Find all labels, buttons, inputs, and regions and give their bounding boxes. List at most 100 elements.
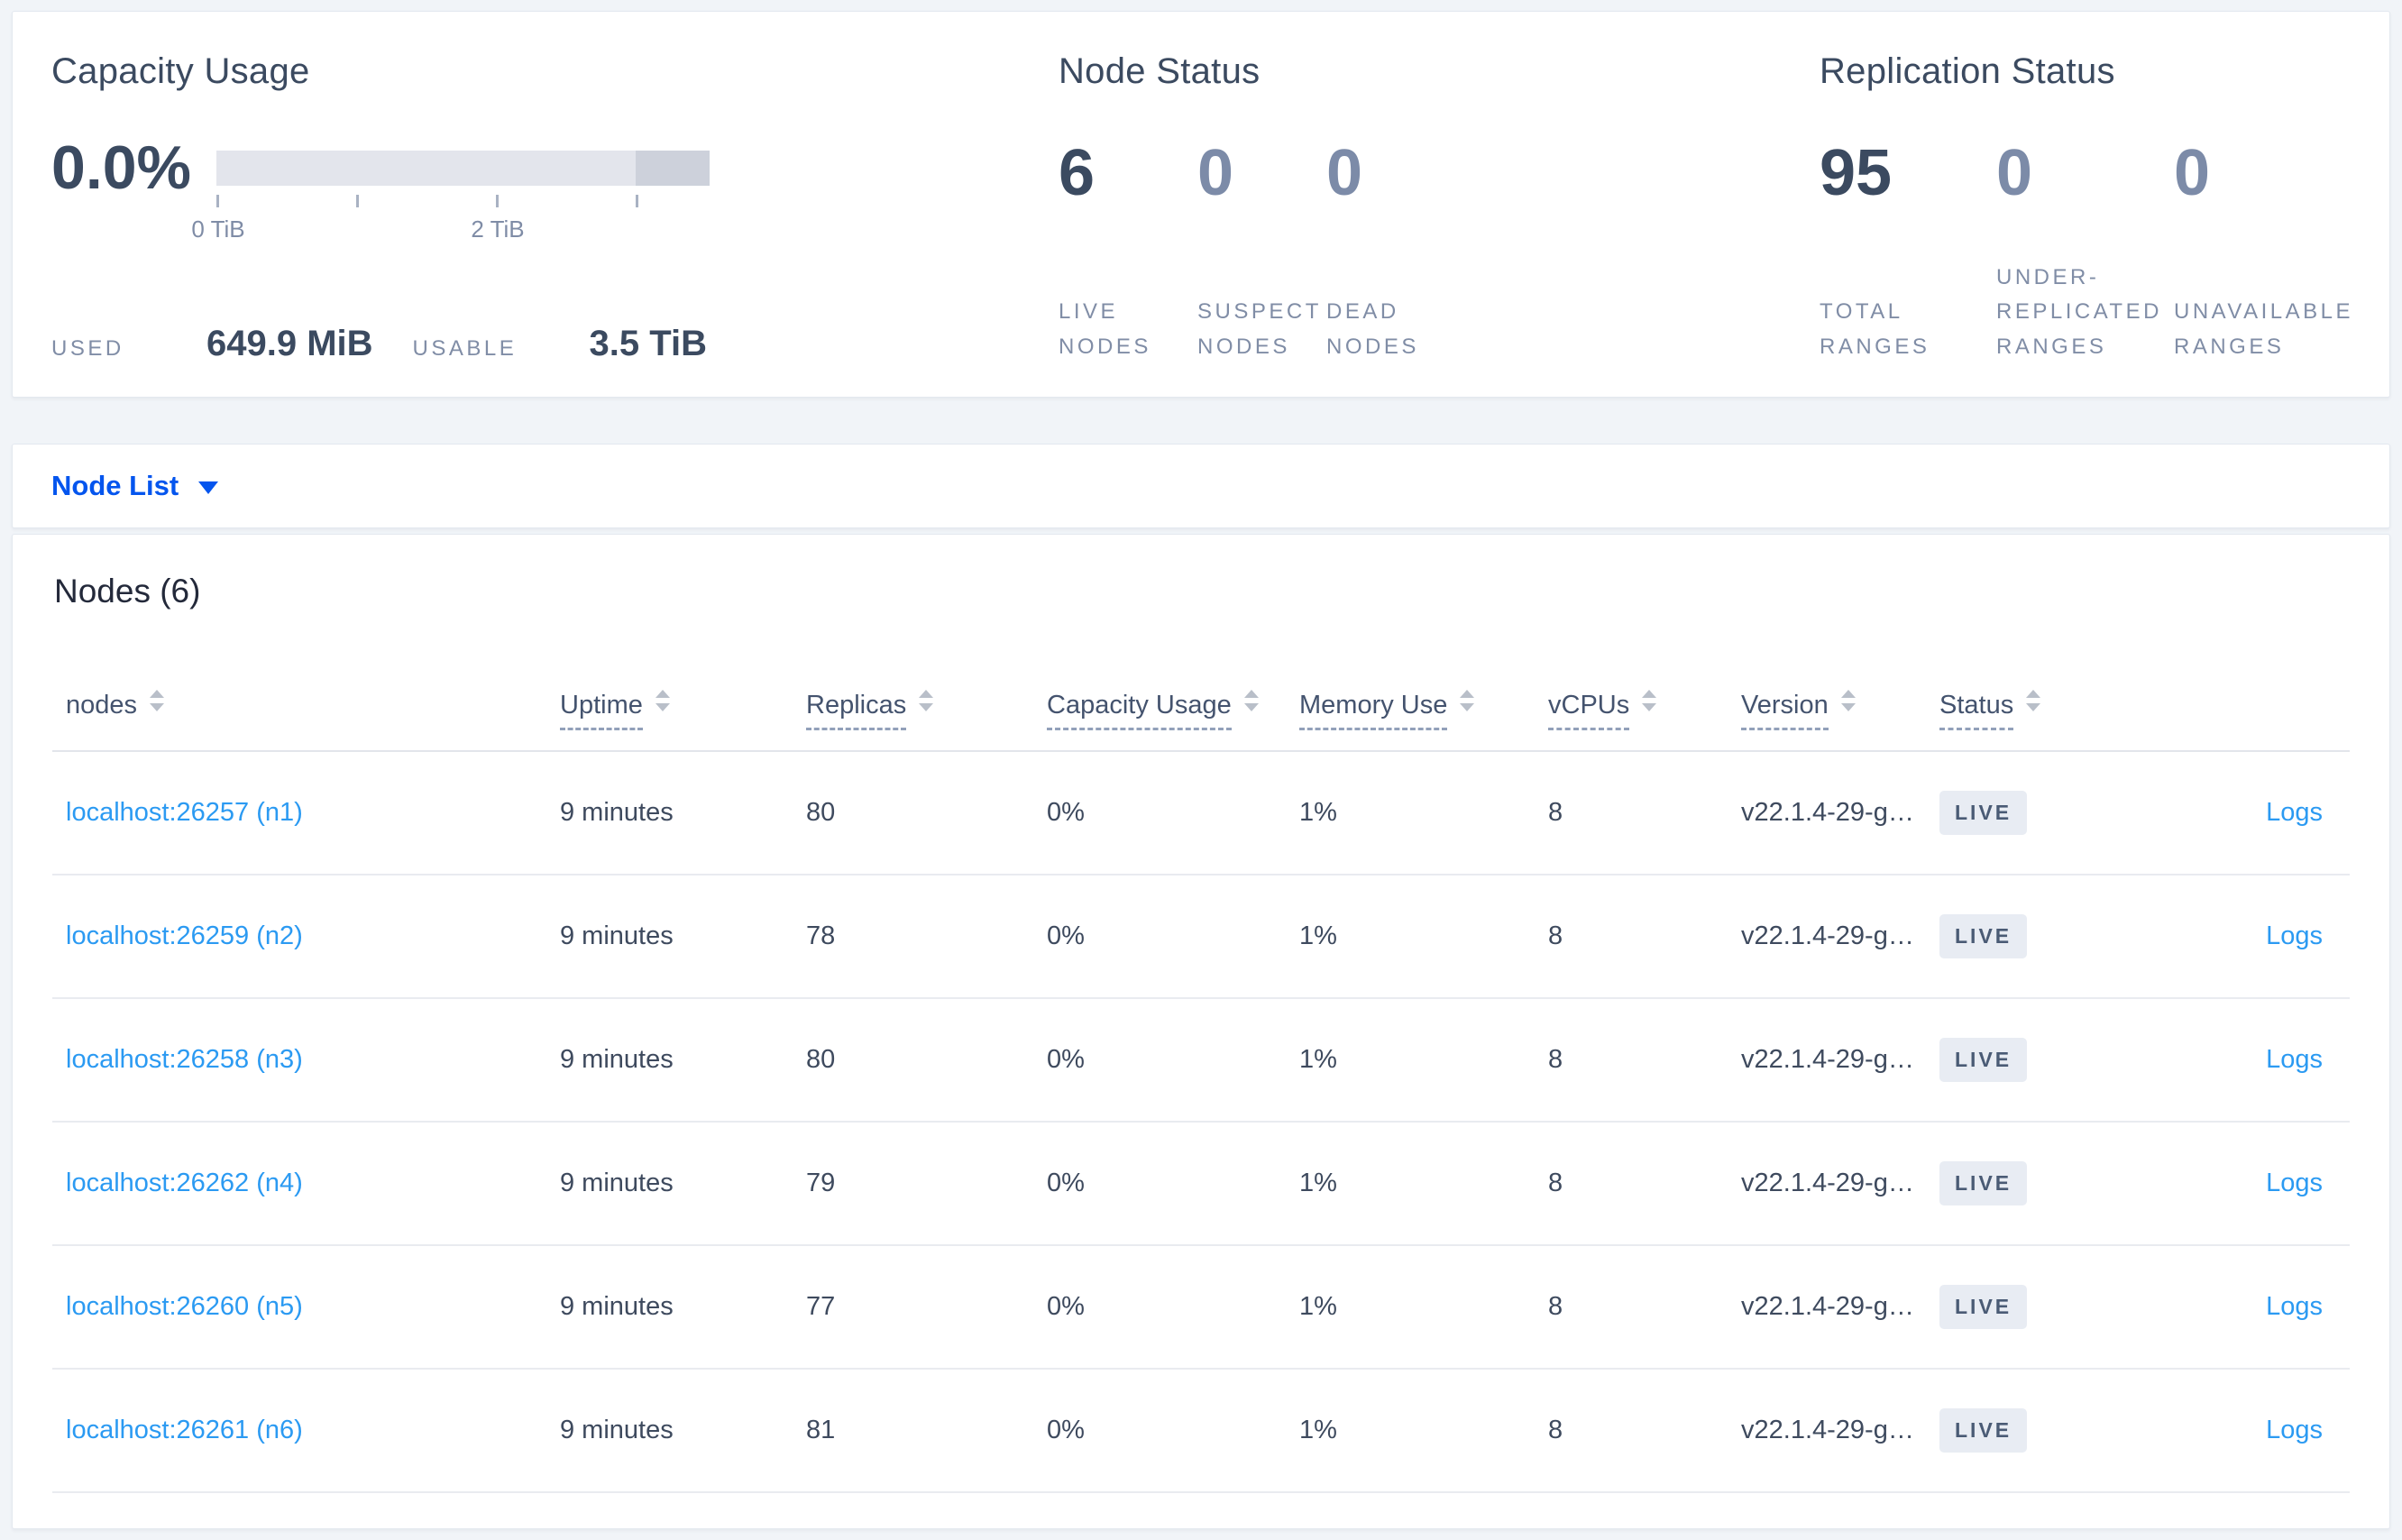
view-selector-bar: Node List: [12, 444, 2390, 528]
node-address-link[interactable]: localhost:26260 (n5): [66, 1292, 303, 1321]
uptime-cell: 9 minutes: [560, 1369, 806, 1493]
sort-arrows-icon: [1840, 690, 1856, 712]
memory-use-cell: 1%: [1299, 998, 1548, 1123]
table-row: localhost:26257 (n1) 9 minutes 80 0% 1% 8 v22.…: [52, 751, 2350, 875]
logs-cell: Logs: [2120, 751, 2350, 875]
column-header-label: Capacity Usage: [1047, 691, 1232, 730]
nodes-table-panel: Nodes (6) nodes Uptime Replicas Capacity Us…: [12, 534, 2390, 1529]
column-header-vcpus[interactable]: vCPUs: [1548, 661, 1741, 752]
logs-link[interactable]: Logs: [2266, 1169, 2323, 1197]
usable-value: 3.5 TiB: [589, 324, 707, 363]
node-address-link[interactable]: localhost:26258 (n3): [66, 1045, 303, 1074]
cluster-summary-panel: Capacity Usage 0.0% 0 TiB 2 TiB USED 649…: [12, 11, 2390, 398]
table-row: localhost:26260 (n5) 9 minutes 77 0% 1% 8 v22.…: [52, 1245, 2350, 1370]
memory-use-cell: 1%: [1299, 1245, 1548, 1370]
column-header-memory-use[interactable]: Memory Use: [1299, 661, 1548, 752]
suspect-nodes-value: 0: [1197, 137, 1234, 209]
node-cell: localhost:26260 (n5): [52, 1245, 560, 1370]
memory-use-cell: 1%: [1299, 751, 1548, 875]
replicas-cell: 77: [806, 1245, 1047, 1370]
node-address-link[interactable]: localhost:26261 (n6): [66, 1416, 303, 1444]
logs-cell: Logs: [2120, 1369, 2350, 1493]
vcpus-cell: 8: [1548, 751, 1741, 875]
column-header-label: Version: [1741, 691, 1829, 730]
used-label: USED: [51, 336, 124, 361]
capacity-axis-label-2: 2 TiB: [471, 215, 525, 243]
sort-arrows-icon: [2026, 690, 2041, 712]
status-badge: LIVE: [1939, 1408, 2028, 1453]
column-header-label: Replicas: [806, 691, 907, 730]
node-status-title: Node Status: [1059, 51, 1261, 91]
node-cell: localhost:26258 (n3): [52, 998, 560, 1123]
total-ranges-value: 95: [1820, 137, 1893, 209]
column-header-uptime[interactable]: Uptime: [560, 661, 806, 752]
uptime-cell: 9 minutes: [560, 875, 806, 999]
table-row: localhost:26258 (n3) 9 minutes 80 0% 1% 8 v22.…: [52, 998, 2350, 1123]
capacity-axis-tick: [216, 194, 219, 207]
memory-use-cell: 1%: [1299, 1369, 1548, 1493]
status-badge: LIVE: [1939, 1285, 2028, 1329]
logs-link[interactable]: Logs: [2266, 1292, 2323, 1321]
version-cell: v22.1.4-29-g…: [1741, 1122, 1939, 1246]
logs-link[interactable]: Logs: [2266, 1416, 2323, 1444]
chevron-down-icon: [198, 481, 219, 494]
table-header-row: nodes Uptime Replicas Capacity Usage Memory …: [52, 661, 2350, 752]
logs-link[interactable]: Logs: [2266, 1045, 2323, 1074]
live-nodes-label: LIVE NODES: [1059, 299, 1151, 359]
nodes-table: nodes Uptime Replicas Capacity Usage Memory …: [52, 661, 2350, 1493]
node-address-link[interactable]: localhost:26259 (n2): [66, 921, 303, 950]
column-header-replicas[interactable]: Replicas: [806, 661, 1047, 752]
uptime-cell: 9 minutes: [560, 1122, 806, 1246]
suspect-nodes-label: SUSPECT NODES: [1197, 299, 1322, 359]
capacity-bar-end-segment: [636, 150, 710, 186]
capacity-usage-cell: 0%: [1047, 1122, 1299, 1246]
logs-link[interactable]: Logs: [2266, 921, 2323, 950]
replication-status-section: Replication Status 95 0 0 TOTAL RANGES U…: [1820, 51, 2379, 364]
column-header-capacity-usage[interactable]: Capacity Usage: [1047, 661, 1299, 752]
node-list-dropdown[interactable]: Node List: [51, 470, 219, 502]
capacity-usage-cell: 0%: [1047, 1369, 1299, 1493]
capacity-usage-cell: 0%: [1047, 998, 1299, 1123]
column-header-nodes[interactable]: nodes: [52, 661, 560, 752]
status-cell: LIVE: [1939, 1122, 2120, 1246]
logs-link[interactable]: Logs: [2266, 798, 2323, 827]
memory-use-cell: 1%: [1299, 875, 1548, 999]
capacity-axis-tick: [636, 194, 638, 207]
usable-label: USABLE: [412, 336, 518, 361]
logs-cell: Logs: [2120, 998, 2350, 1123]
sort-arrows-icon: [1243, 690, 1259, 712]
status-badge: LIVE: [1939, 1038, 2028, 1082]
used-value: 649.9 MiB: [206, 324, 373, 363]
dead-nodes-label: DEAD NODES: [1326, 299, 1419, 359]
version-cell: v22.1.4-29-g…: [1741, 998, 1939, 1123]
status-cell: LIVE: [1939, 1369, 2120, 1493]
capacity-axis-tick: [496, 194, 499, 207]
replicas-cell: 78: [806, 875, 1047, 999]
capacity-usage-cell: 0%: [1047, 751, 1299, 875]
uptime-cell: 9 minutes: [560, 751, 806, 875]
column-header-label: vCPUs: [1548, 691, 1630, 730]
node-address-link[interactable]: localhost:26257 (n1): [66, 798, 303, 827]
memory-use-cell: 1%: [1299, 1122, 1548, 1246]
column-header-label: nodes: [66, 691, 138, 720]
status-cell: LIVE: [1939, 1245, 2120, 1370]
logs-cell: Logs: [2120, 1245, 2350, 1370]
logs-cell: Logs: [2120, 1122, 2350, 1246]
total-ranges-label: TOTAL RANGES: [1820, 299, 1930, 359]
node-address-link[interactable]: localhost:26262 (n4): [66, 1169, 303, 1197]
column-header-status[interactable]: Status: [1939, 661, 2120, 752]
capacity-percent-value: 0.0%: [51, 133, 191, 202]
sort-arrows-icon: [1642, 690, 1657, 712]
sort-arrows-icon: [655, 690, 670, 712]
under-replicated-ranges-value: 0: [1996, 137, 2033, 209]
logs-cell: Logs: [2120, 875, 2350, 999]
table-row: localhost:26259 (n2) 9 minutes 78 0% 1% 8 v22.…: [52, 875, 2350, 999]
column-header-version[interactable]: Version: [1741, 661, 1939, 752]
replicas-cell: 80: [806, 751, 1047, 875]
table-row: localhost:26262 (n4) 9 minutes 79 0% 1% 8 v22.…: [52, 1122, 2350, 1246]
status-cell: LIVE: [1939, 875, 2120, 999]
unavailable-ranges-value: 0: [2174, 137, 2211, 209]
node-cell: localhost:26257 (n1): [52, 751, 560, 875]
vcpus-cell: 8: [1548, 1369, 1741, 1493]
node-cell: localhost:26262 (n4): [52, 1122, 560, 1246]
